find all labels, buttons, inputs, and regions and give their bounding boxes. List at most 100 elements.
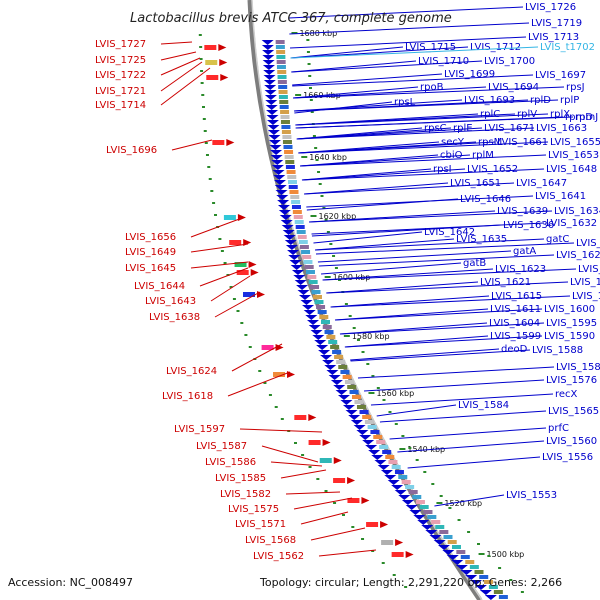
gene-block: [303, 260, 313, 264]
gene-block: [289, 190, 299, 194]
forward-gene-block: [212, 140, 225, 145]
gene-block: [408, 490, 418, 494]
track-dot: [244, 334, 248, 336]
gene-block: [394, 470, 404, 474]
right-gene-label: LVIS_1653: [548, 150, 599, 161]
left-gene-label: LVIS_1568: [245, 535, 296, 546]
track-dot: [306, 51, 310, 53]
left-label-leader: [227, 371, 291, 397]
right-label-leader: [300, 154, 547, 167]
left-gene-label: LVIS_1696: [106, 145, 157, 156]
reverse-gene-arrow: [368, 450, 381, 455]
reverse-gene-arrow: [266, 115, 279, 120]
track-dot: [220, 250, 224, 252]
reverse-gene-arrow: [278, 210, 291, 215]
right-gene-label: LVIS_1565: [548, 406, 599, 417]
reverse-gene-arrow: [267, 125, 280, 130]
track-dot: [199, 58, 203, 60]
reverse-gene-arrow: [263, 70, 276, 75]
right-label-leader: [294, 99, 559, 112]
track-dot: [423, 471, 427, 473]
right-gene-label: LVIS_1663: [536, 123, 587, 134]
kbp-tick-label: 1680 kbp: [299, 29, 337, 38]
track-dot: [329, 243, 333, 245]
left-gene-label: LVIS_1571: [235, 519, 286, 530]
right-label-leader: [334, 308, 543, 321]
gene-block: [281, 130, 291, 134]
reverse-gene-arrow: [324, 365, 337, 370]
right-gene-label: rplP: [560, 95, 579, 106]
right-gene-label: LVIS_1661: [497, 137, 548, 148]
reverse-gene-arrow: [264, 90, 277, 95]
gene-block: [280, 115, 290, 119]
reverse-gene-arrow: [267, 130, 280, 135]
reverse-gene-arrow: [359, 435, 372, 440]
right-label-leader: [298, 141, 549, 154]
left-label-leader: [318, 549, 377, 557]
reverse-gene-arrow: [262, 60, 275, 65]
gene-block: [294, 220, 304, 224]
gene-block: [287, 175, 297, 179]
track-dot: [376, 387, 380, 389]
right-gene-label: LVIS_1699: [444, 69, 495, 80]
right-gene-label: rplE: [453, 123, 473, 134]
track-dot: [394, 423, 398, 425]
forward-gene-block: [347, 498, 360, 503]
right-label-leader: [315, 242, 575, 255]
left-gene-label: LVIS_1721: [95, 86, 146, 97]
track-dot: [204, 142, 208, 144]
left-label-leader: [239, 428, 323, 433]
reverse-gene-arrow: [273, 180, 286, 185]
right-gene-label: gatB: [463, 258, 486, 269]
track-dot: [248, 346, 252, 348]
track-dot: [341, 514, 345, 516]
right-gene-label: LVIS_1595: [546, 318, 597, 329]
gene-block: [319, 315, 329, 319]
left-label-leader: [214, 291, 261, 318]
forward-gene-arrow: [347, 477, 356, 484]
gene-block: [301, 250, 311, 254]
left-gene-label: LVIS_1649: [125, 247, 176, 258]
right-gene-label: LVIS_1588: [532, 345, 583, 356]
right-label-leader: [304, 182, 515, 195]
right-gene-label: LVIS_1700: [484, 56, 535, 67]
right-gene-label: LVIS_1553: [506, 490, 557, 501]
track-dot: [401, 435, 405, 437]
right-gene-label: LVIS_1655: [550, 137, 600, 148]
track-dot: [202, 118, 206, 120]
reverse-gene-arrow: [265, 100, 278, 105]
track-dot: [200, 82, 204, 84]
forward-gene-block: [243, 292, 256, 297]
left-gene-label: LVIS_1575: [228, 504, 279, 515]
gene-block: [326, 335, 336, 339]
reverse-gene-arrow: [340, 400, 353, 405]
right-gene-label: LVIS_1635: [456, 234, 507, 245]
right-gene-label: LVIS_t1702: [540, 42, 595, 53]
gene-block: [297, 235, 307, 239]
forward-gene-block: [333, 478, 346, 483]
right-label-leader: [350, 348, 500, 361]
right-label-leader: [309, 210, 553, 223]
left-gene-label: LVIS_1725: [95, 55, 146, 66]
gene-block: [287, 180, 297, 184]
track-dot: [457, 519, 461, 521]
right-label-leader: [315, 238, 455, 251]
gene-block: [388, 460, 398, 464]
forward-gene-arrow: [257, 291, 266, 298]
track-dot: [232, 298, 236, 300]
reverse-gene-arrow: [387, 480, 400, 485]
gene-block: [299, 245, 309, 249]
gene-block: [278, 95, 288, 99]
gene-block: [290, 195, 300, 199]
right-gene-label: deoD: [501, 344, 528, 355]
gene-block: [324, 330, 334, 334]
track-dot: [229, 286, 233, 288]
forward-gene-block: [206, 75, 219, 80]
right-label-leader: [306, 195, 534, 208]
kbp-tick-label: 1620 kbp: [319, 212, 357, 221]
track-dot: [315, 159, 319, 161]
reverse-gene-arrow: [316, 345, 329, 350]
reverse-gene-arrow: [330, 380, 343, 385]
reverse-gene-arrow: [279, 215, 292, 220]
gene-block: [317, 310, 327, 314]
